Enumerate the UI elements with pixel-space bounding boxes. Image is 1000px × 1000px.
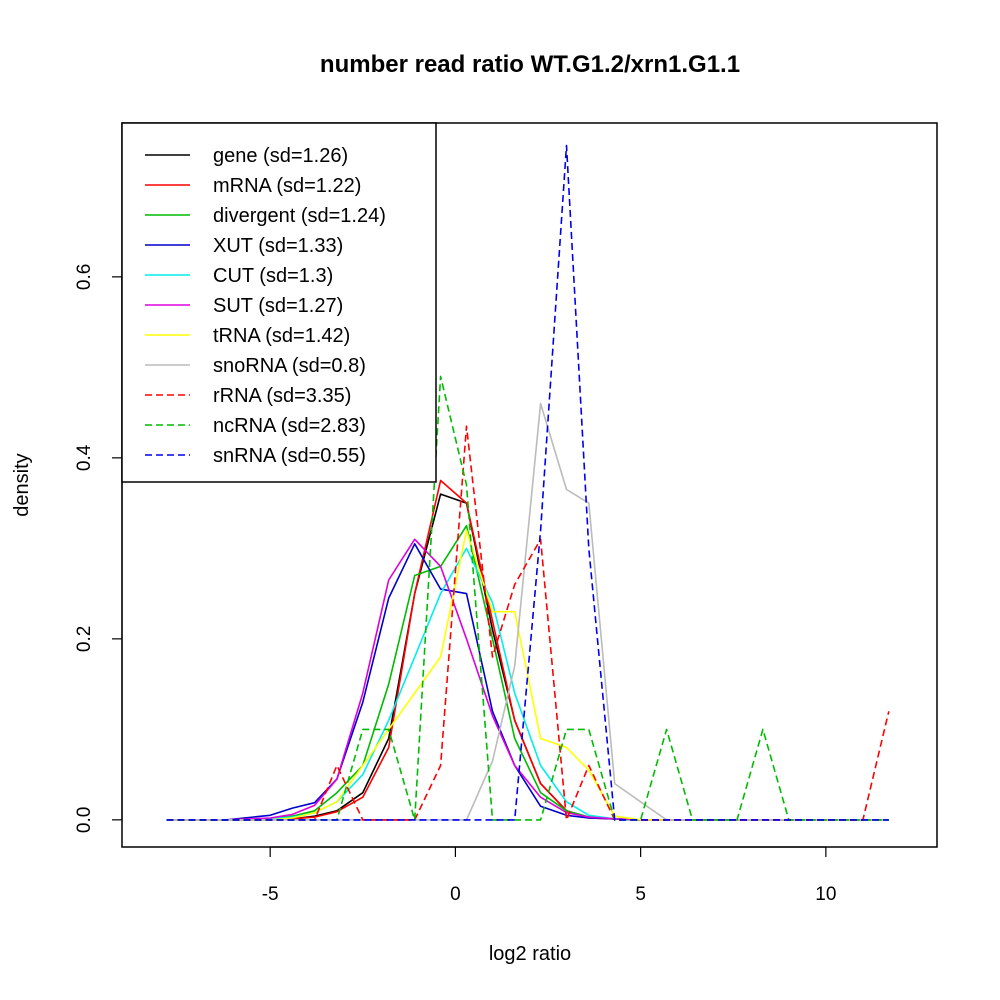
y-tick-label: 0.6 bbox=[74, 264, 95, 290]
series-line-trna bbox=[166, 529, 889, 821]
legend-label-snorna: snoRNA (sd=0.8) bbox=[213, 355, 366, 377]
y-axis-label: density bbox=[11, 453, 33, 516]
series-line-rrna bbox=[166, 425, 890, 821]
series-line-snorna bbox=[166, 402, 889, 821]
x-axis: -5 0 5 10 bbox=[262, 846, 836, 905]
legend-label-mrna: mRNA (sd=1.22) bbox=[213, 175, 361, 197]
legend-label-ncrna: ncRNA (sd=2.83) bbox=[213, 415, 366, 437]
legend: gene (sd=1.26) mRNA (sd=1.22) divergent (s… bbox=[121, 122, 437, 483]
series-line-ncrna bbox=[166, 375, 889, 821]
series-line-snrna bbox=[166, 144, 889, 821]
x-tick-label: 0 bbox=[450, 884, 461, 905]
x-tick-label: -5 bbox=[262, 884, 279, 905]
series-line-xut bbox=[166, 542, 889, 821]
series-line-cut bbox=[166, 547, 889, 821]
x-axis-label: log2 ratio bbox=[489, 943, 571, 965]
x-tick-label: 5 bbox=[635, 884, 646, 905]
series-line-gene bbox=[166, 493, 889, 821]
series-layer bbox=[166, 144, 890, 821]
legend-label-cut: CUT (sd=1.3) bbox=[213, 265, 333, 287]
legend-label-divergent: divergent (sd=1.24) bbox=[213, 205, 386, 227]
y-tick-label: 0.2 bbox=[74, 626, 95, 652]
chart-title: number read ratio WT.G1.2/xrn1.G1.1 bbox=[320, 51, 740, 78]
y-axis: 0.0 0.2 0.4 0.6 bbox=[74, 264, 123, 833]
legend-label-gene: gene (sd=1.26) bbox=[213, 145, 348, 167]
legend-label-sut: SUT (sd=1.27) bbox=[213, 295, 343, 317]
y-tick-label: 0.4 bbox=[74, 444, 95, 471]
legend-label-trna: tRNA (sd=1.42) bbox=[213, 325, 350, 347]
series-line-sut bbox=[166, 538, 889, 821]
y-tick-label: 0.0 bbox=[74, 807, 95, 833]
legend-label-rrna: rRNA (sd=3.35) bbox=[213, 385, 351, 407]
legend-label-xut: XUT (sd=1.33) bbox=[213, 235, 343, 257]
x-tick-label: 10 bbox=[815, 884, 836, 905]
legend-box bbox=[121, 122, 437, 483]
legend-label-snrna: snRNA (sd=0.55) bbox=[213, 445, 366, 467]
